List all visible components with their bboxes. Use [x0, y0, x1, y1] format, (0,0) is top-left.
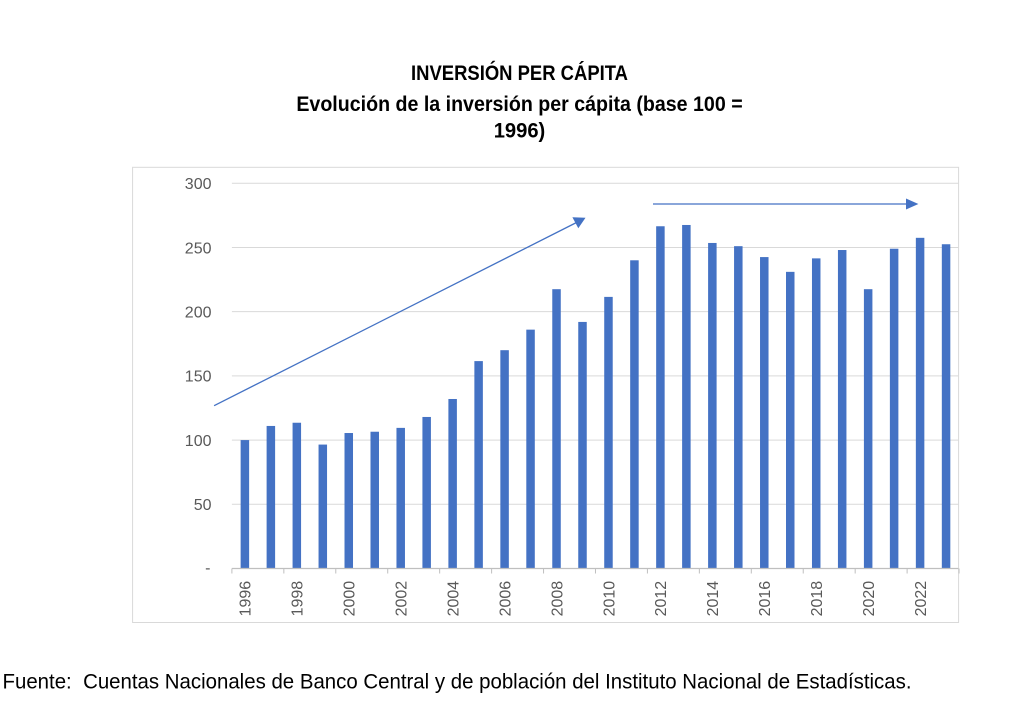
svg-text:Fuente: Cuentas Nacionales de: Fuente: Cuentas Nacionales de Banco Cent…	[3, 671, 912, 694]
svg-text:2010: 2010	[601, 581, 618, 617]
svg-text:150: 150	[185, 369, 212, 386]
svg-text:1996: 1996	[238, 581, 255, 617]
svg-text:2006: 2006	[497, 581, 514, 617]
svg-text:2020: 2020	[861, 581, 878, 617]
svg-text:2014: 2014	[705, 581, 722, 617]
svg-text:100: 100	[185, 433, 212, 450]
svg-text:2022: 2022	[913, 581, 930, 617]
svg-text:1996): 1996)	[494, 120, 546, 143]
svg-text:2016: 2016	[757, 581, 774, 617]
svg-text:2012: 2012	[653, 581, 670, 617]
svg-text:50: 50	[194, 497, 212, 514]
svg-text:250: 250	[185, 240, 212, 257]
svg-text:-: -	[205, 560, 210, 577]
svg-text:INVERSIÓN PER CÁPITA: INVERSIÓN PER CÁPITA	[411, 61, 628, 85]
svg-text:Evolución de la inversión per: Evolución de la inversión per cápita (ba…	[296, 93, 742, 116]
svg-text:2002: 2002	[394, 581, 411, 617]
svg-text:2004: 2004	[445, 581, 462, 617]
svg-text:2008: 2008	[549, 581, 566, 617]
svg-text:200: 200	[185, 304, 212, 321]
svg-text:2000: 2000	[342, 581, 359, 617]
svg-text:2018: 2018	[809, 581, 826, 617]
svg-text:1998: 1998	[290, 581, 307, 617]
svg-text:300: 300	[185, 176, 212, 193]
